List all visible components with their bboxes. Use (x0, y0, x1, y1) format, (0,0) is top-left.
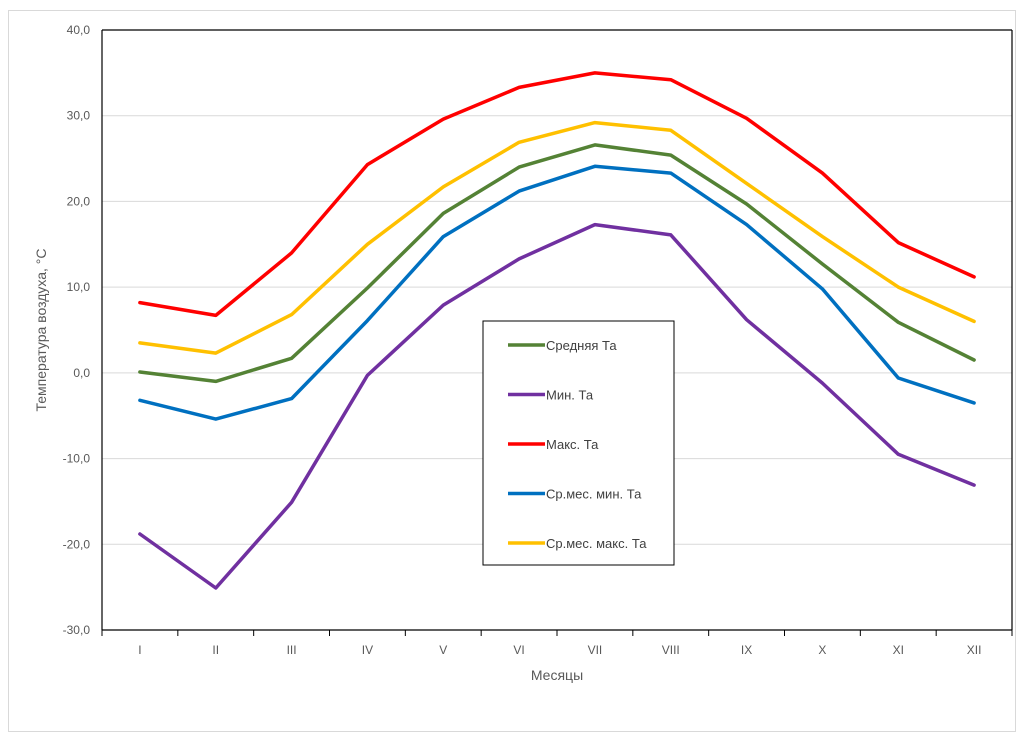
y-tick-label: 20,0 (67, 194, 91, 208)
y-tick-label: 30,0 (67, 109, 91, 123)
legend-label: Ср.мес. мин. Та (546, 487, 642, 502)
legend: Средняя Та Мин. Та Макс. Та Ср.мес. мин. Та… (482, 320, 675, 566)
x-tick-label: VI (513, 643, 524, 657)
x-tick-label: III (287, 643, 297, 657)
series-line (138, 143, 976, 384)
axes (101, 29, 1013, 636)
x-tick-label: XI (893, 643, 904, 657)
y-tick-label: 10,0 (67, 280, 91, 294)
legend-label: Мин. Та (546, 388, 594, 403)
y-tick-label: 40,0 (67, 23, 91, 37)
x-axis-title: Месяцы (531, 667, 583, 683)
legend-label: Ср.мес. макс. Та (546, 536, 647, 551)
x-tick-label: V (439, 643, 447, 657)
series-line (138, 71, 976, 318)
y-tick-label: -10,0 (63, 452, 91, 466)
y-tick-labels: -30,0 -20,0 -10,0 0,0 10,0 20,0 30,0 40,0 (63, 23, 91, 637)
x-tick-label: VIII (662, 643, 680, 657)
x-tick-label: X (818, 643, 826, 657)
x-tick-label: XII (967, 643, 982, 657)
series-lines (138, 71, 976, 590)
y-tick-label: -20,0 (63, 537, 91, 551)
legend-label: Макс. Та (546, 437, 599, 452)
x-tick-label: II (212, 643, 219, 657)
series-line (138, 120, 976, 355)
series-line (138, 222, 976, 590)
y-tick-label: -30,0 (63, 623, 91, 637)
series-line (138, 164, 976, 421)
legend-label: Средняя Та (546, 338, 617, 353)
x-tick-label: IV (362, 643, 373, 657)
x-tick-label: IX (741, 643, 752, 657)
x-tick-labels: I II III IV V VI VII VIII IX X XI XII (138, 643, 981, 657)
y-tick-label: 0,0 (73, 366, 90, 380)
y-axis-title: Температура воздуха, °С (33, 249, 49, 412)
x-tick-label: I (138, 643, 141, 657)
x-tick-label: VII (588, 643, 603, 657)
